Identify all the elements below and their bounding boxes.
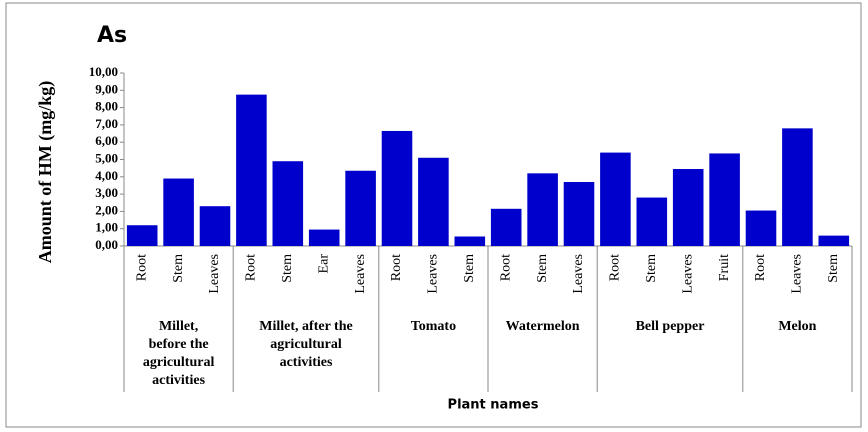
chart-border [5, 2, 862, 428]
group-label: activities [280, 355, 333, 370]
group-label: Bell pepper [636, 319, 705, 334]
y-tick-label: 0,00 [95, 237, 118, 252]
x-axis-label: Plant names [448, 398, 539, 413]
group-label: Tomato [411, 319, 456, 334]
group-label: agricultural [270, 337, 342, 352]
bar [272, 161, 304, 246]
bar [527, 173, 558, 246]
group-label: before the [149, 337, 209, 352]
y-tick-label: 5,00 [95, 150, 118, 165]
x-tick-label: Root [134, 254, 149, 281]
y-tick-label: 6,00 [95, 133, 118, 148]
x-tick-label: Stem [462, 254, 477, 283]
x-tick-label: Leaves [207, 254, 222, 294]
bar [345, 170, 376, 246]
x-tick-label: Root [244, 254, 259, 281]
bar [563, 181, 595, 246]
bar [199, 206, 231, 246]
bar [308, 229, 340, 246]
bar [672, 169, 704, 246]
chart-title: As [97, 23, 127, 48]
bar [236, 94, 267, 246]
x-tick-label: Stem [826, 254, 841, 283]
x-tick-label: Leaves [790, 254, 805, 294]
bar [818, 235, 850, 246]
x-tick-label: Root [389, 254, 404, 281]
group-label: Millet, after the [259, 319, 352, 334]
x-tick-label: Ear [316, 254, 331, 274]
x-tick-label: Root [498, 254, 513, 281]
bar [636, 197, 668, 246]
group-label: Millet, [159, 319, 198, 334]
y-tick-label: 8,00 [95, 99, 118, 114]
y-tick-label: 1,00 [95, 220, 118, 235]
x-tick-label: Stem [171, 254, 186, 283]
x-tick-label: Leaves [571, 254, 586, 294]
bar [600, 152, 631, 246]
x-tick-label: Stem [280, 254, 295, 283]
x-tick-label: Leaves [680, 254, 695, 294]
x-tick-label: Fruit [717, 254, 732, 281]
y-tick-label: 4,00 [95, 168, 118, 183]
group-label: Melon [778, 319, 816, 334]
bar [126, 225, 158, 246]
bar [709, 153, 740, 246]
y-tick-label: 7,00 [95, 116, 118, 131]
group-label: agricultural [143, 355, 215, 370]
bar [745, 210, 777, 246]
x-tick-label: Root [608, 254, 623, 281]
bar [490, 208, 522, 246]
bar [782, 128, 813, 246]
y-tick-label: 2,00 [95, 202, 118, 217]
x-tick-label: Stem [644, 254, 659, 283]
y-tick-label: 10,00 [89, 64, 118, 79]
bar [418, 157, 449, 246]
bar [381, 130, 413, 246]
x-tick-label: Stem [535, 254, 550, 283]
bar [454, 236, 486, 246]
x-tick-label: Root [753, 254, 768, 281]
x-tick-label: Leaves [426, 254, 441, 294]
group-label: activities [152, 373, 205, 388]
bar [163, 178, 194, 246]
y-axis-label: Amount of HM (mg/kg) [35, 81, 56, 264]
group-label: Watermelon [506, 319, 580, 334]
x-tick-label: Leaves [353, 254, 368, 294]
y-tick-label: 9,00 [95, 81, 118, 96]
y-tick-label: 3,00 [95, 185, 118, 200]
